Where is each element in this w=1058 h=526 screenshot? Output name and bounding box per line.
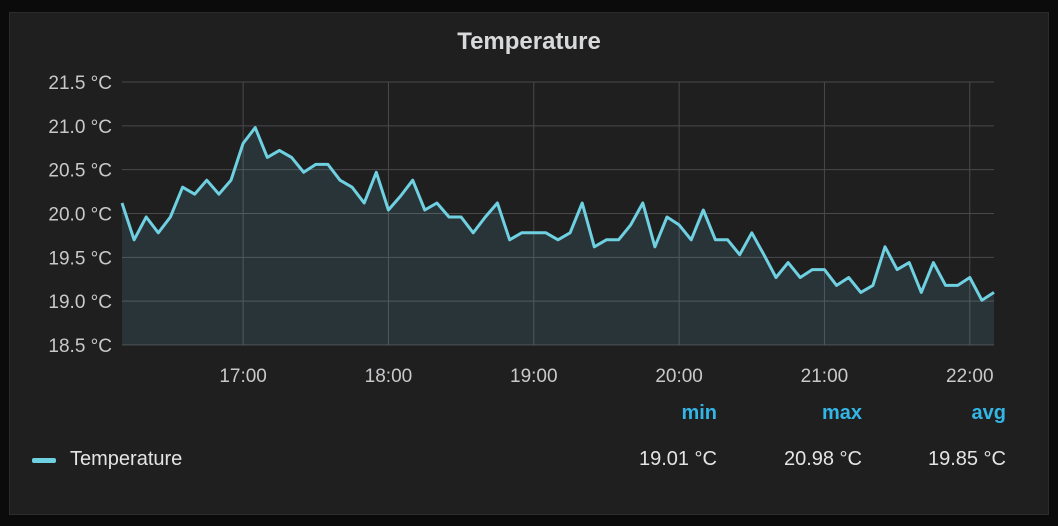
y-tick-label: 18.5 °C bbox=[48, 336, 112, 357]
x-tick-label: 18:00 bbox=[365, 366, 413, 387]
y-tick-label: 19.0 °C bbox=[48, 292, 112, 313]
legend-value-max: 20.98 °C bbox=[783, 448, 862, 470]
y-tick-label: 20.0 °C bbox=[48, 205, 112, 226]
legend-header-avg[interactable]: avg bbox=[971, 402, 1006, 424]
x-tick-label: 21:00 bbox=[801, 366, 849, 387]
x-tick-label: 17:00 bbox=[219, 366, 267, 387]
y-tick-label: 19.5 °C bbox=[48, 248, 112, 269]
series-line-temperature bbox=[120, 126, 995, 302]
x-tick-label: 19:00 bbox=[510, 366, 558, 387]
series-area-fill bbox=[122, 127, 994, 345]
panel-title[interactable]: Temperature bbox=[457, 28, 601, 55]
legend-header-min[interactable]: min bbox=[681, 402, 717, 424]
graph-panel bbox=[9, 12, 1049, 515]
legend-series-name[interactable]: Temperature bbox=[70, 448, 183, 470]
legend-header-max[interactable]: max bbox=[821, 402, 862, 424]
y-tick-label: 21.5 °C bbox=[48, 73, 112, 94]
x-tick-label: 20:00 bbox=[655, 366, 703, 387]
x-tick-label: 22:00 bbox=[946, 366, 994, 387]
legend-value-avg: 19.85 °C bbox=[927, 448, 1006, 470]
legend-series-swatch[interactable] bbox=[32, 458, 56, 463]
y-tick-label: 20.5 °C bbox=[48, 161, 112, 182]
legend-value-min: 19.01 °C bbox=[638, 448, 717, 470]
y-tick-label: 21.0 °C bbox=[48, 117, 112, 138]
